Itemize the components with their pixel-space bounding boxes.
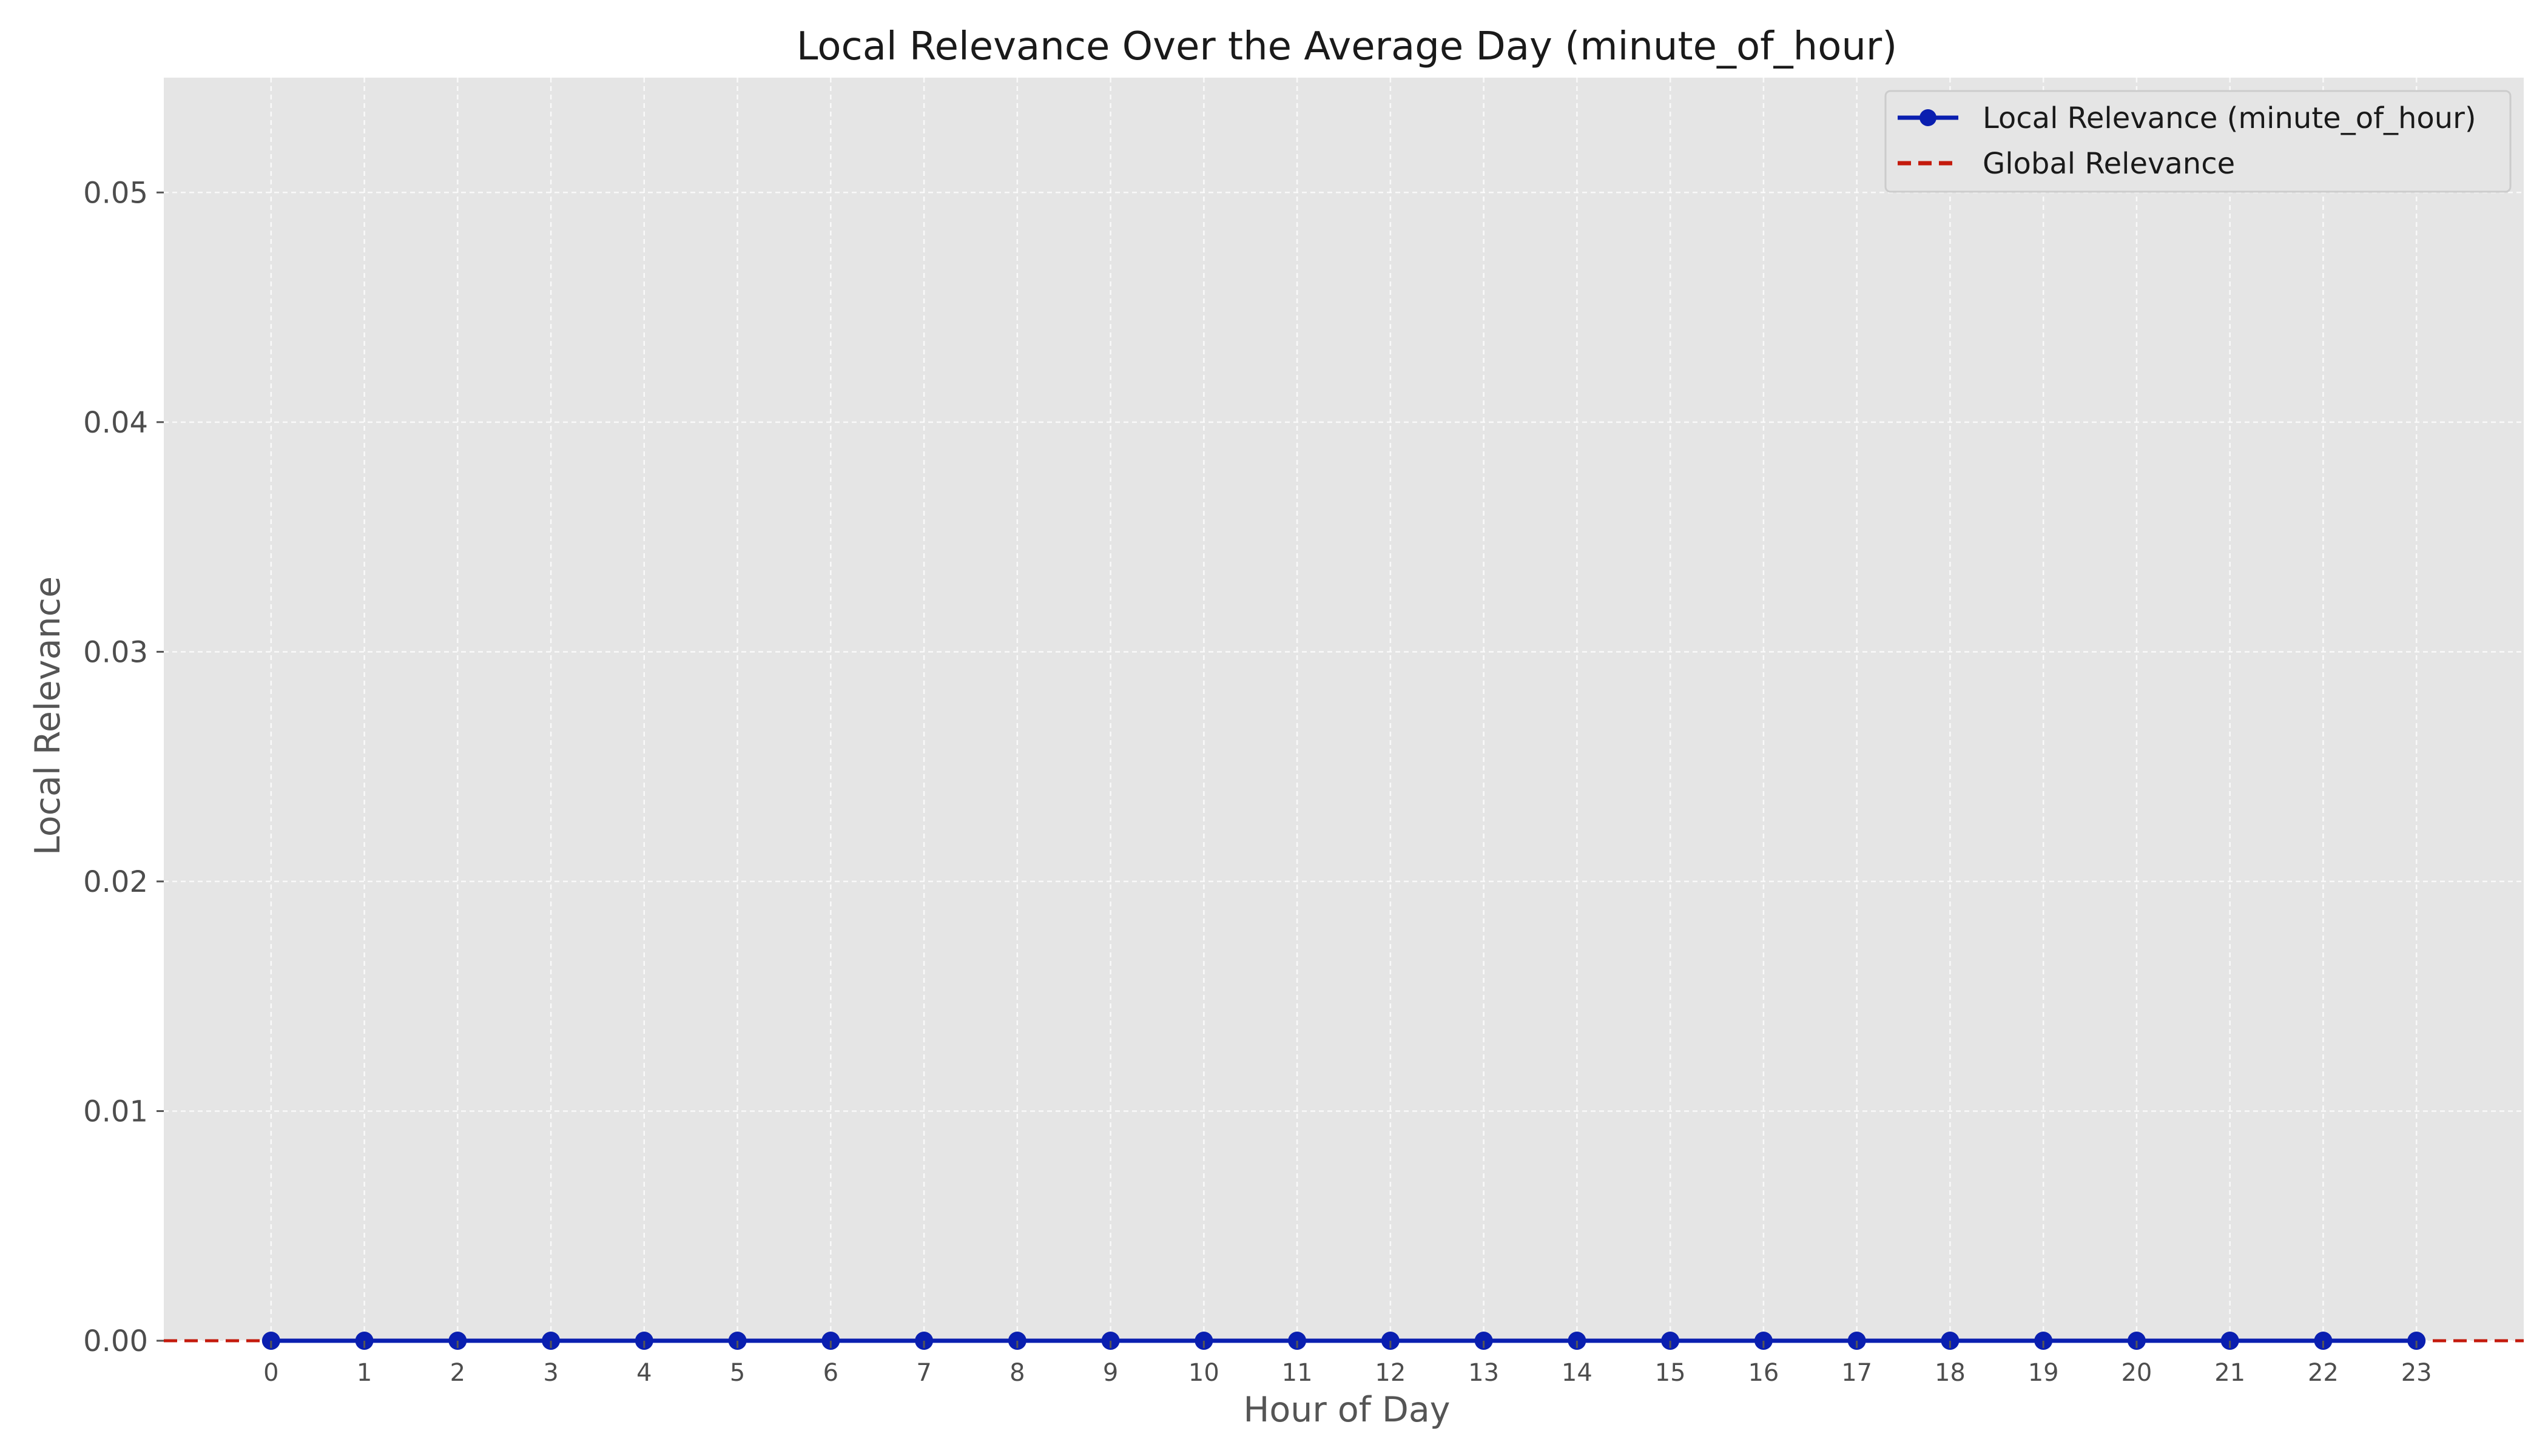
x-tick-label: 0 [263,1359,278,1387]
y-ticks: 0.00 0.01 0.02 0.03 0.04 0.05 [83,176,164,1358]
legend-box [1884,90,2512,193]
x-tick-label: 22 [2308,1359,2339,1387]
x-tick-label: 17 [1841,1359,1872,1387]
y-tick-label: 0.04 [83,406,148,440]
y-tick-label: 0.00 [83,1324,148,1358]
plot-area [164,78,2524,1341]
x-tick-label: 19 [2028,1359,2059,1387]
x-tick-label: 11 [1282,1359,1313,1387]
y-tick-label: 0.05 [83,176,148,210]
x-tick-label: 2 [450,1359,465,1387]
y-tick-label: 0.03 [83,635,148,669]
legend-label-local: Local Relevance (minute_of_hour) [1983,101,2476,135]
x-ticks: 0 1 2 3 4 5 6 7 8 9 10 11 12 13 14 15 16 17 18 19 20 21 22 23 [263,1341,2432,1387]
y-tick-label: 0.02 [83,865,148,899]
x-tick-label: 10 [1188,1359,1219,1387]
x-tick-label: 14 [1562,1359,1592,1387]
x-tick-label: 18 [1935,1359,1966,1387]
x-tick-label: 9 [1103,1359,1118,1387]
x-tick-label: 3 [543,1359,558,1387]
x-tick-label: 20 [2121,1359,2152,1387]
x-tick-label: 12 [1375,1359,1406,1387]
legend-label-global: Global Relevance [1983,147,2235,181]
x-axis-label: Hour of Day [1243,1390,1450,1430]
x-tick-label: 7 [916,1359,931,1387]
x-tick-label: 16 [1748,1359,1779,1387]
legend-marker-local [1919,109,1936,126]
x-tick-label: 8 [1009,1359,1025,1387]
x-tick-label: 21 [2214,1359,2245,1387]
x-tick-label: 4 [636,1359,652,1387]
y-axis-label: Local Relevance [28,576,68,855]
legend: Local Relevance (minute_of_hour) Global … [1884,90,2512,193]
x-tick-label: 5 [730,1359,745,1387]
y-tick-label: 0.01 [83,1094,148,1128]
x-tick-label: 23 [2401,1359,2432,1387]
x-tick-label: 1 [357,1359,372,1387]
chart-title: Local Relevance Over the Average Day (mi… [797,24,1897,69]
x-tick-label: 13 [1468,1359,1499,1387]
x-tick-label: 15 [1655,1359,1686,1387]
x-tick-label: 6 [823,1359,838,1387]
